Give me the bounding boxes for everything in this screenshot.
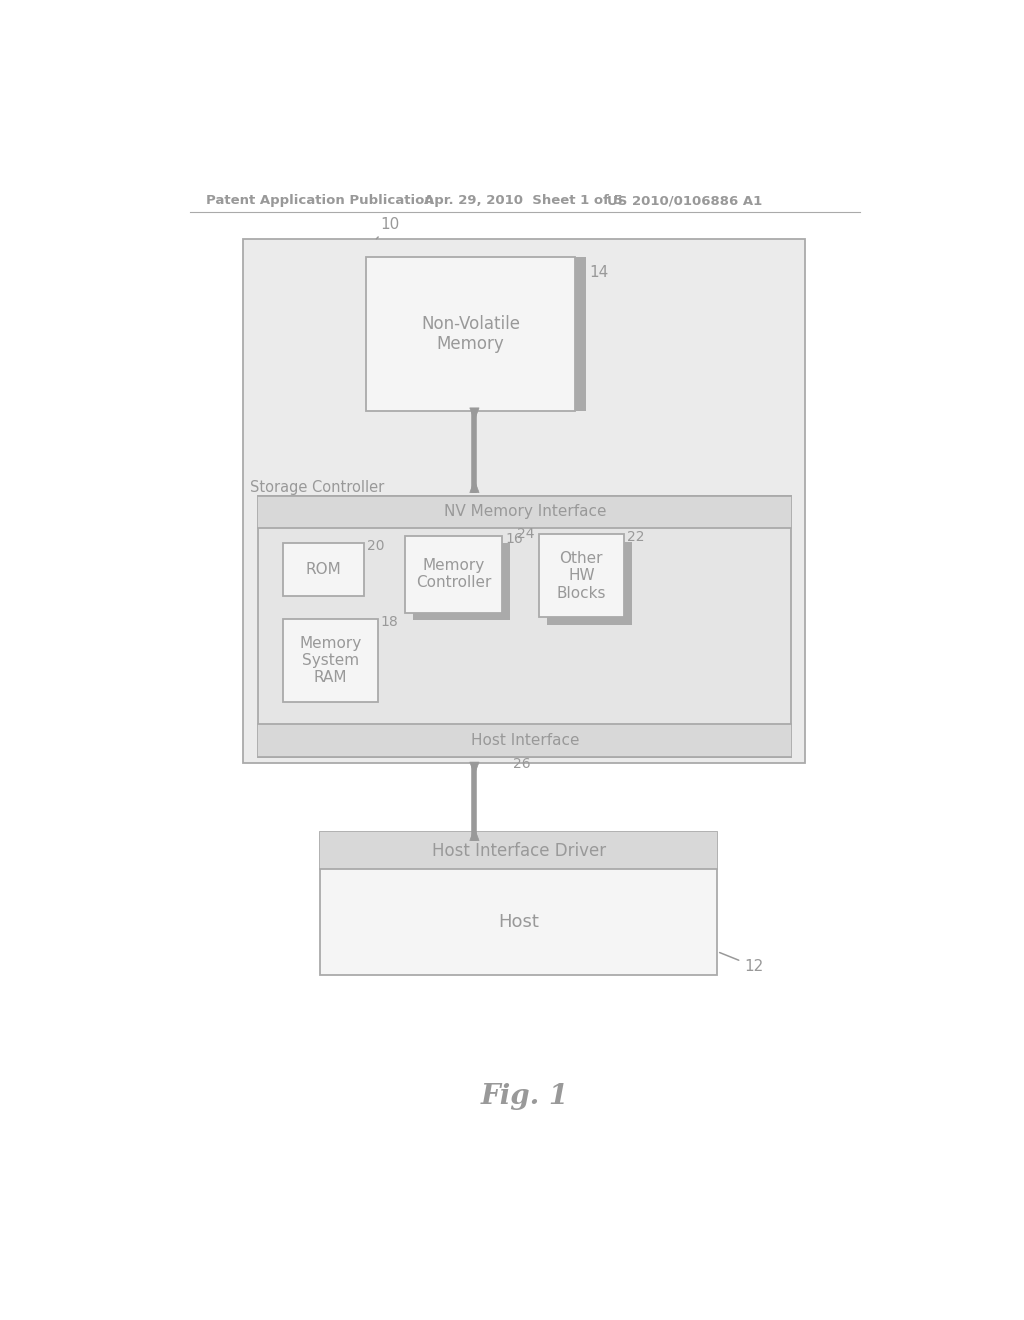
Text: 26: 26 [513, 756, 530, 771]
Text: Other
HW
Blocks: Other HW Blocks [557, 550, 606, 601]
Bar [283, 619, 378, 702]
Text: Patent Application Publication: Patent Application Publication [206, 194, 433, 207]
Text: Host Interface Driver: Host Interface Driver [431, 842, 605, 859]
Bar [547, 541, 632, 626]
Bar [243, 239, 805, 763]
Text: 16: 16 [506, 532, 523, 545]
Bar [321, 832, 717, 974]
Text: Memory
Controller: Memory Controller [416, 558, 492, 590]
Text: Memory
System
RAM: Memory System RAM [299, 635, 361, 685]
Bar [414, 544, 510, 620]
Bar [283, 544, 365, 595]
Bar [366, 257, 575, 411]
Bar [406, 536, 503, 612]
Polygon shape [470, 480, 479, 492]
Text: 24: 24 [517, 527, 535, 541]
Bar [258, 496, 792, 758]
Text: NV Memory Interface: NV Memory Interface [443, 504, 606, 519]
Text: 18: 18 [381, 615, 398, 628]
Text: 12: 12 [720, 953, 763, 974]
Polygon shape [470, 408, 479, 420]
Polygon shape [470, 829, 479, 841]
Text: 20: 20 [368, 540, 385, 553]
Polygon shape [470, 762, 479, 775]
Bar [258, 495, 792, 528]
Bar [377, 400, 586, 411]
Bar [539, 535, 624, 618]
Text: Host Interface: Host Interface [471, 733, 579, 748]
Text: 14: 14 [589, 265, 608, 280]
Bar [575, 257, 586, 400]
Text: Fig. 1: Fig. 1 [480, 1082, 569, 1110]
Text: Non-Volatile
Memory: Non-Volatile Memory [421, 314, 520, 354]
Text: ROM: ROM [306, 562, 342, 577]
Text: 10: 10 [377, 218, 400, 239]
Text: Apr. 29, 2010  Sheet 1 of 5: Apr. 29, 2010 Sheet 1 of 5 [424, 194, 623, 207]
Text: Storage Controller: Storage Controller [251, 480, 385, 495]
Text: Host: Host [498, 913, 539, 931]
Text: 22: 22 [627, 531, 644, 544]
Bar [258, 723, 792, 758]
Bar [321, 832, 717, 869]
Text: US 2010/0106886 A1: US 2010/0106886 A1 [607, 194, 762, 207]
